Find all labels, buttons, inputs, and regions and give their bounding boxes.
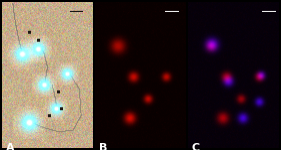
Text: B: B	[99, 143, 107, 150]
Text: C: C	[192, 143, 200, 150]
Text: A: A	[6, 143, 15, 150]
